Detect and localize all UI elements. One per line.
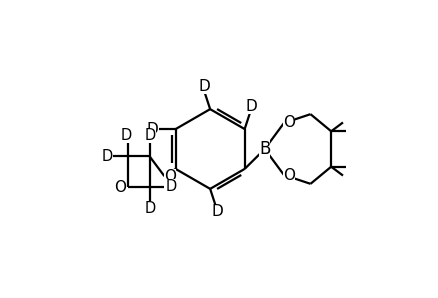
Text: D: D: [165, 179, 177, 194]
Text: O: O: [283, 168, 295, 183]
Text: D: D: [121, 128, 132, 143]
Text: D: D: [101, 149, 113, 164]
Text: O: O: [164, 169, 176, 184]
Text: D: D: [145, 128, 156, 143]
Text: B: B: [259, 140, 270, 158]
Text: D: D: [246, 99, 257, 114]
Text: D: D: [211, 204, 223, 219]
Text: D: D: [145, 201, 156, 215]
Text: O: O: [114, 180, 126, 195]
Text: D: D: [146, 122, 158, 136]
Text: O: O: [283, 115, 295, 130]
Text: D: D: [199, 79, 211, 94]
